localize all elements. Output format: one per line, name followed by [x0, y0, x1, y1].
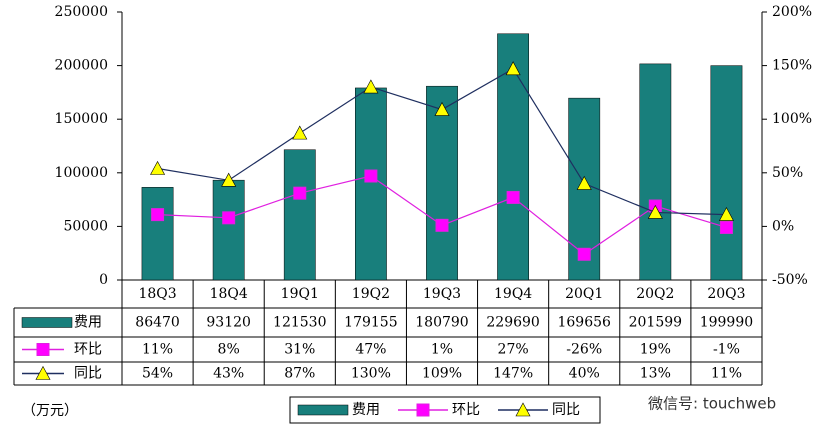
table-legend-swatch [21, 317, 73, 328]
y-tick-label: 250000 [55, 4, 108, 20]
y2-tick-label: -50% [772, 272, 808, 288]
table-cell: 93120 [206, 315, 251, 331]
line-marker [434, 101, 450, 116]
bar [283, 149, 316, 281]
table-row-header: 同比 [74, 366, 102, 382]
line-marker [150, 160, 166, 175]
line-marker [576, 175, 592, 190]
bar [710, 65, 743, 281]
table-cell: 147% [493, 366, 533, 382]
table-cell: 13% [640, 366, 671, 382]
y-tick-label: 150000 [55, 111, 108, 127]
table-cell: 1% [431, 342, 453, 358]
line-marker [647, 204, 663, 219]
line-marker [222, 211, 236, 225]
table-cell: 11% [142, 342, 173, 358]
y2-tick-label: 0% [772, 218, 794, 234]
table-cell: 54% [142, 366, 173, 382]
table-cell: 201599 [629, 315, 682, 331]
x-tick-label: 19Q2 [352, 286, 390, 302]
line-marker [435, 218, 449, 232]
y2-tick-label: 150% [772, 58, 812, 74]
table-cell: 27% [498, 342, 529, 358]
table-cell: 40% [569, 366, 600, 382]
table-cell: 109% [422, 366, 462, 382]
legend-label: 同比 [552, 402, 580, 418]
bar [639, 63, 672, 281]
table-cell: 179155 [344, 315, 397, 331]
table-cell: 19% [640, 342, 671, 358]
line-marker [577, 247, 591, 261]
y2-tick-label: 50% [772, 165, 803, 181]
legend-marker [416, 403, 430, 417]
table-cell: 130% [351, 366, 391, 382]
unit-label: （万元） [22, 403, 78, 419]
x-tick-label: 18Q4 [210, 286, 248, 302]
x-tick-label: 18Q3 [138, 286, 176, 302]
table-cell: 199990 [700, 315, 753, 331]
line-marker [363, 79, 379, 94]
table-legend-marker [35, 365, 51, 380]
x-tick-label: 20Q2 [636, 286, 674, 302]
table-cell: 43% [213, 366, 244, 382]
line-marker [718, 206, 734, 221]
x-tick-label: 19Q1 [281, 286, 319, 302]
line-marker [151, 208, 165, 222]
table-legend-marker [36, 343, 50, 356]
x-tick-label: 19Q4 [494, 286, 532, 302]
table-row-header: 费用 [74, 315, 102, 331]
x-tick-label: 20Q1 [565, 286, 603, 302]
y2-tick-label: 100% [772, 111, 812, 127]
table-row-header: 环比 [74, 342, 102, 358]
x-tick-label: 19Q3 [423, 286, 461, 302]
table-cell: 121530 [273, 315, 326, 331]
y2-tick-label: 200% [772, 4, 812, 20]
line-marker [292, 125, 308, 140]
legend-marker [515, 402, 531, 417]
table-cell: -26% [566, 342, 602, 358]
table-cell: 47% [355, 342, 386, 358]
line-marker [505, 61, 521, 76]
legend-label: 环比 [452, 402, 480, 418]
table-cell: 8% [218, 342, 240, 358]
table-cell: 229690 [486, 315, 539, 331]
line-marker [221, 172, 237, 187]
table-cell: 86470 [135, 315, 180, 331]
y-tick-label: 0 [99, 272, 108, 288]
table-cell: 31% [284, 342, 315, 358]
watermark: 微信号: touchweb [648, 395, 776, 413]
legend-label: 费用 [352, 402, 380, 418]
x-tick-label: 20Q3 [707, 286, 745, 302]
bar [141, 187, 174, 281]
y-tick-label: 50000 [63, 218, 108, 234]
legend-swatch [297, 404, 349, 416]
table-cell: -1% [713, 342, 740, 358]
table-cell: 87% [284, 366, 315, 382]
table-cell: 180790 [415, 315, 468, 331]
line-marker [364, 169, 378, 183]
table-cell: 11% [711, 366, 742, 382]
y-tick-label: 100000 [55, 165, 108, 181]
table-cell: 169656 [557, 315, 611, 331]
bar [212, 179, 245, 281]
line-marker [506, 190, 520, 204]
line-marker [719, 220, 733, 234]
line-marker [293, 186, 307, 200]
y-tick-label: 200000 [55, 58, 108, 74]
bar [426, 85, 458, 281]
